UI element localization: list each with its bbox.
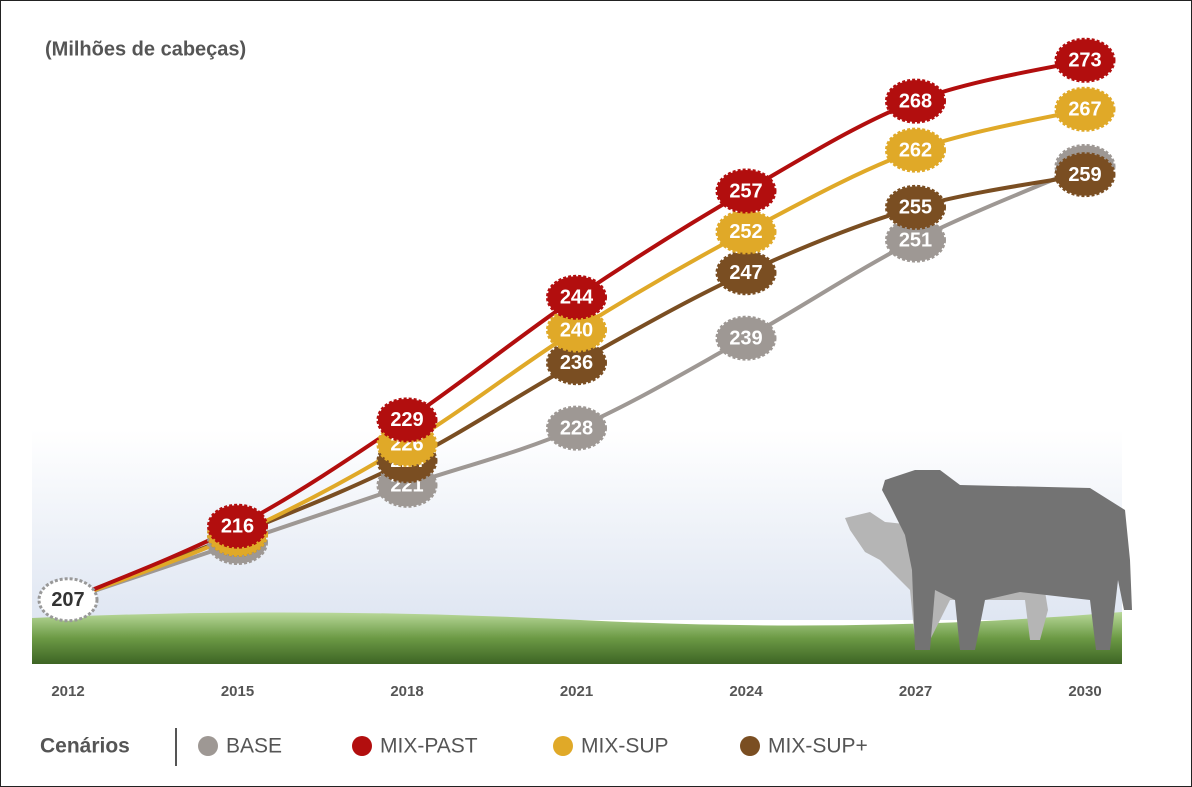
data-label: 252 xyxy=(729,221,762,243)
legend-label: MIX-SUP+ xyxy=(768,735,868,758)
x-tick-label: 2024 xyxy=(729,683,763,700)
x-tick-label: 2012 xyxy=(51,683,84,700)
legend-swatch xyxy=(352,736,372,756)
frame xyxy=(1,1,1192,787)
data-label: 262 xyxy=(899,139,932,161)
data-label: 259 xyxy=(1068,164,1101,186)
data-label: 216 xyxy=(221,515,254,537)
legend-label: MIX-PAST xyxy=(380,735,478,758)
legend-swatch xyxy=(553,736,573,756)
data-label: 228 xyxy=(560,417,593,439)
data-label: 273 xyxy=(1068,50,1101,72)
legend-label: BASE xyxy=(226,735,282,758)
x-tick-label: 2018 xyxy=(390,683,423,700)
data-label: 255 xyxy=(899,197,932,219)
legend-label: MIX-SUP xyxy=(581,735,669,758)
legend-swatch xyxy=(198,736,218,756)
data-label: 267 xyxy=(1068,99,1101,121)
data-label: 239 xyxy=(729,327,762,349)
data-label: 257 xyxy=(729,180,762,202)
chart-title: (Milhões de cabeças) xyxy=(45,38,246,60)
data-label: 268 xyxy=(899,90,932,112)
x-tick-label: 2015 xyxy=(221,683,254,700)
data-label: 236 xyxy=(560,352,593,374)
data-label: 247 xyxy=(729,262,762,284)
legend-swatch xyxy=(740,736,760,756)
legend-title: Cenários xyxy=(40,735,130,758)
data-label: 244 xyxy=(560,287,594,309)
x-tick-label: 2021 xyxy=(560,683,593,700)
data-label: 207 xyxy=(51,589,84,611)
data-label: 251 xyxy=(899,229,932,251)
data-label: 229 xyxy=(390,409,423,431)
x-tick-label: 2027 xyxy=(899,683,932,700)
x-tick-label: 2030 xyxy=(1068,683,1101,700)
data-label: 240 xyxy=(560,319,593,341)
chart: (Milhões de cabeças) Cenários 2012 2015 20… xyxy=(0,0,1192,787)
